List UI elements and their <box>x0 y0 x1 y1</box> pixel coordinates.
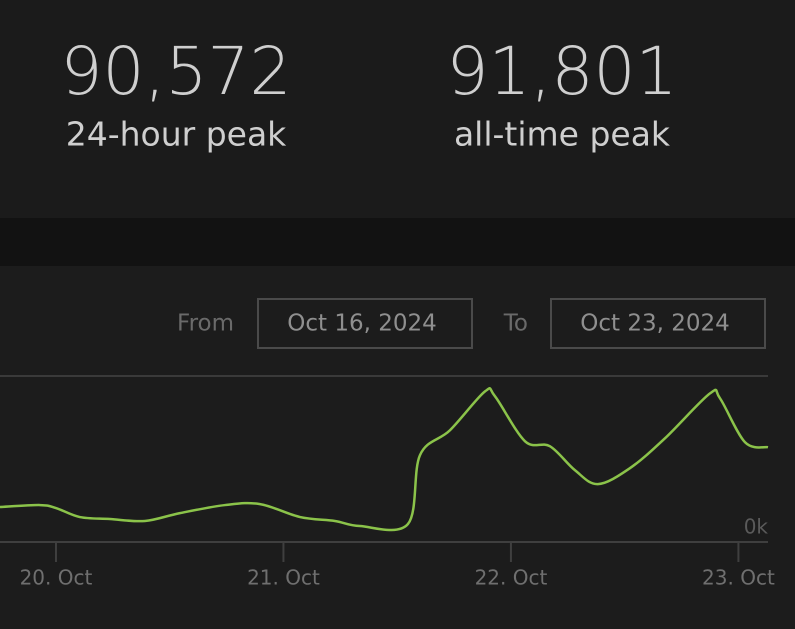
x-tick-label: 20. Oct <box>20 566 93 590</box>
x-tick-label: 21. Oct <box>247 566 320 590</box>
stat-label: all-time peak <box>454 115 671 154</box>
from-date: Oct 16, 2024 <box>287 311 437 337</box>
from-label: From <box>177 311 234 337</box>
y-tick-label: 0k <box>744 515 769 539</box>
divider-band <box>0 218 795 266</box>
stat-value: 90,572 <box>61 33 292 110</box>
to-label: To <box>503 311 528 337</box>
from-input[interactable] <box>257 298 473 349</box>
series-line <box>0 387 769 532</box>
to-date: Oct 23, 2024 <box>580 311 730 337</box>
to-input[interactable] <box>550 298 766 349</box>
x-tick-label: 23. Oct <box>702 566 775 590</box>
stat-value: 91,801 <box>447 33 678 110</box>
x-tick-label: 22. Oct <box>475 566 548 590</box>
stat-label: 24-hour peak <box>66 115 287 154</box>
stats-panel <box>0 0 795 218</box>
